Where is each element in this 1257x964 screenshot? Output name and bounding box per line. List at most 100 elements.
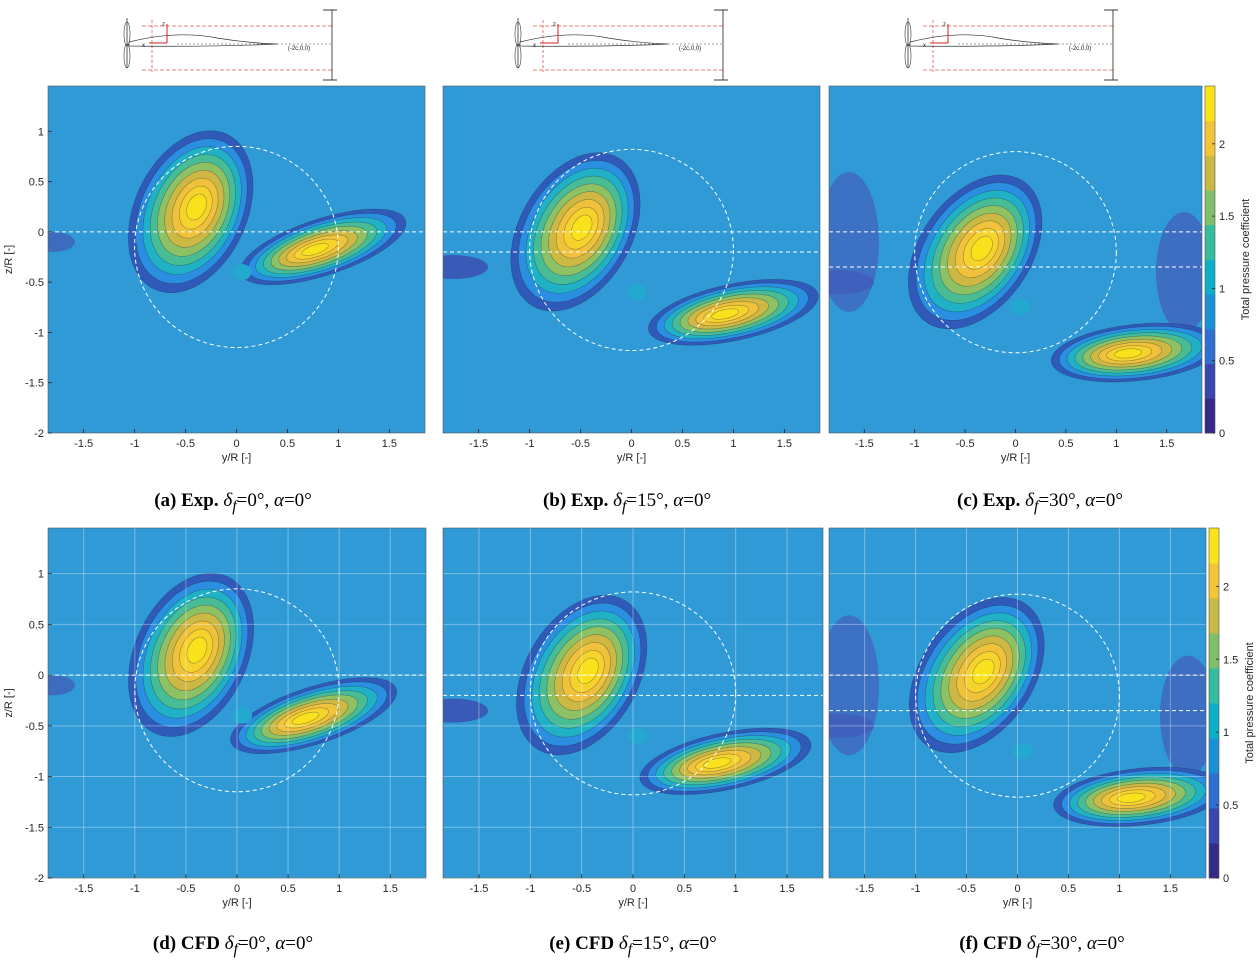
- y-tick-label: -2: [34, 428, 44, 440]
- colorbar-frame: [1208, 527, 1220, 879]
- colorbar: 2 1.5 1 0.5 0 Total pressure coefficient: [1204, 85, 1252, 440]
- propeller-blade: [904, 21, 912, 47]
- caption-e: (e) CFD δf=15°, α=0°: [549, 933, 717, 958]
- x-tick-label: 1.5: [1163, 883, 1178, 895]
- contour-field: [48, 130, 425, 349]
- colorbar-segment: [1205, 224, 1215, 260]
- x-tick-label: -0.5: [956, 438, 975, 450]
- colorbar-tick-label: 1.5: [1219, 211, 1234, 223]
- low-pressure-pocket: [231, 264, 252, 281]
- contour-level: [577, 657, 599, 684]
- x-axis-label: y/R [-]: [222, 897, 251, 909]
- low-pressure-region: [829, 615, 879, 756]
- x-tick-label: 0: [1014, 883, 1020, 895]
- colorbar-segment: [1205, 363, 1215, 399]
- contour-level: [711, 308, 740, 320]
- y-tick-label: -1: [34, 327, 44, 339]
- y-tick-label: -1.5: [25, 822, 44, 834]
- x-axis-label: y/R [-]: [617, 452, 646, 464]
- contour-level: [970, 235, 993, 261]
- colorbar-label: Total pressure coefficient: [1244, 642, 1256, 763]
- y-tick-label: 0: [38, 227, 44, 239]
- y-tick-label: 0.5: [29, 619, 44, 631]
- origin-annotation: (-2c,0,0): [679, 46, 701, 52]
- propeller-blade: [514, 21, 522, 47]
- contour-level: [292, 711, 320, 725]
- colorbar-tick-label: 1: [1223, 727, 1229, 739]
- colorbar-segment: [1205, 190, 1215, 226]
- x-tick-label: 1.5: [779, 883, 794, 895]
- colorbar-tick-label: 2: [1219, 139, 1225, 151]
- x-tick-label: 1: [730, 438, 736, 450]
- colorbar: 2 1.5 1 0.5 0 Total pressure coefficient: [1208, 527, 1256, 885]
- x-axis-label: y/R [-]: [1001, 452, 1030, 464]
- x-tick-label: 1: [733, 883, 739, 895]
- low-pressure-pocket: [1012, 743, 1033, 760]
- x-tick-label: -1: [130, 883, 140, 895]
- colorbar-frame: [1204, 85, 1216, 434]
- low-pressure-pocket: [626, 284, 647, 301]
- colorbar-segment: [1205, 328, 1215, 365]
- y-tick-label: -2: [34, 873, 44, 885]
- airfoil: [128, 34, 278, 47]
- x-tick-label: 0: [234, 883, 240, 895]
- x-tick-label: 0.5: [675, 438, 690, 450]
- x-tick-label: 1: [1113, 438, 1119, 450]
- x-tick-label: 0.5: [677, 883, 692, 895]
- contour-level: [1114, 348, 1143, 359]
- rotor-disk-outline: [529, 148, 734, 352]
- caption-d: (d) CFD δf=0°, α=0°: [152, 933, 314, 958]
- x-tick-label: 1.5: [1159, 438, 1174, 450]
- x-tick-label: 1.5: [777, 438, 792, 450]
- contour-field: [443, 148, 820, 352]
- caption-a: (a) Exp. δf=0°, α=0°: [154, 490, 312, 515]
- y-tick-label: 0.5: [29, 177, 44, 189]
- colorbar-segment: [1209, 703, 1219, 739]
- contour-field: [829, 151, 1202, 383]
- origin-annotation: (-2c,0,0): [288, 46, 310, 52]
- panel-d: -1.5 -1 -0.5 0 0.5 1 1.5 y/R [-] 1 0.5 0 -0.5 -1 -1.5…: [3, 527, 427, 909]
- schematic-diagram: z x (-2c,0,0): [904, 9, 1118, 81]
- x-tick-label: -1.5: [469, 438, 488, 450]
- contour-level: [1117, 792, 1146, 803]
- x-tick-label: 0.5: [280, 438, 295, 450]
- y-tick-label: 1: [38, 569, 44, 581]
- colorbar-tick-label: 0: [1223, 873, 1229, 885]
- colorbar-segment: [1209, 843, 1219, 879]
- colorbar-tick-label: 0.5: [1223, 800, 1238, 812]
- z-axis-label: z: [553, 22, 556, 28]
- x-tick-label: 0: [630, 883, 636, 895]
- origin-annotation: (-2c,0,0): [1069, 46, 1091, 52]
- colorbar-segment: [1205, 86, 1215, 122]
- colorbar-segment: [1205, 120, 1215, 156]
- x-tick-label: 1.5: [383, 883, 398, 895]
- low-pressure-region: [829, 171, 879, 312]
- y-tick-label: -0.5: [25, 721, 44, 733]
- z-axis-label: z: [162, 22, 165, 28]
- y-tick-label: -1.5: [25, 378, 44, 390]
- x-tick-label: -1: [525, 438, 535, 450]
- colorbar-segment: [1209, 738, 1219, 774]
- colorbar-tick-label: 2: [1223, 581, 1229, 593]
- x-tick-label: 1.5: [382, 438, 397, 450]
- contour-field: [48, 528, 426, 878]
- contour-level: [301, 243, 329, 256]
- colorbar-segment: [1209, 563, 1219, 599]
- z-axis-label: z: [943, 22, 946, 28]
- colorbar-label: Total pressure coefficient: [1240, 199, 1252, 320]
- plot-background: [48, 86, 425, 433]
- x-axis-label: y/R [-]: [1003, 897, 1032, 909]
- x-tick-label: -1.5: [469, 883, 488, 895]
- x-tick-label: -1.5: [855, 883, 874, 895]
- x-tick-label: 0: [1012, 438, 1018, 450]
- x-axis-label: x: [142, 43, 145, 49]
- low-pressure-pocket: [628, 727, 649, 744]
- colorbar-tick-label: 0: [1219, 428, 1225, 440]
- colorbar-segment: [1205, 259, 1215, 295]
- x-tick-label: 0.5: [1061, 883, 1076, 895]
- panel-f: -1.5 -1 -0.5 0 0.5 1 1.5 y/R [-]: [828, 527, 1207, 909]
- x-tick-label: -0.5: [176, 438, 195, 450]
- caption-f: (f) CFD δf=30°, α=0°: [959, 933, 1125, 958]
- x-tick-label: -0.5: [957, 883, 976, 895]
